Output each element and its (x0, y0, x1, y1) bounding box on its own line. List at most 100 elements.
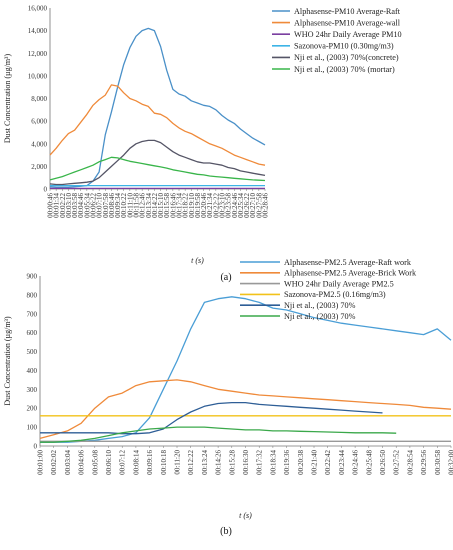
x-tick-label: 00:02:22 (59, 193, 67, 218)
x-tick-label: 00:15:58 (163, 193, 171, 218)
chart-panel-a: 0 2,000 4,000 6,000 8,000 10,000 12,000 14,000 1… (3, 5, 402, 284)
x-tick-label: 00:27:10 (249, 193, 257, 218)
y-tick-label: 300 (27, 386, 38, 394)
series-line-1 (49, 27, 266, 188)
y-tick-label: 400 (27, 367, 38, 375)
y-tick-label: 12,000 (28, 50, 48, 58)
x-tick-label: 00:17:32 (256, 450, 264, 475)
series-line-2 (49, 84, 266, 166)
x-axis-label: t (s) (239, 511, 252, 520)
x-tick-label: 00:08:46 (108, 193, 116, 218)
legend-entry: Sazonova-PM2.5 (0.16mg/m3) (284, 290, 386, 299)
y-tick-label: 4,000 (31, 140, 47, 148)
x-tick-label: 00:22:22 (212, 193, 220, 218)
x-tick-label: 00:14:26 (215, 450, 223, 475)
x-tick-label: 00:05:08 (91, 450, 99, 475)
x-tick-label: 00:15:28 (228, 450, 236, 475)
x-tick-label: 00:03:58 (71, 193, 79, 218)
series-line-1 (40, 296, 452, 443)
y-tick-label: 600 (27, 329, 38, 337)
x-tick-label: 00:18:22 (182, 193, 190, 218)
x-tick-label: 00:28:54 (406, 450, 414, 475)
x-tick-label: 00:23:44 (338, 450, 346, 475)
x-tick-label: 00:22:42 (324, 450, 332, 475)
x-tick-label: 00:09:16 (146, 450, 154, 475)
legend-entry: WHO 24hr Daily Average PM2.5 (284, 279, 394, 288)
x-axis-label: t (s) (191, 256, 204, 265)
x-tick-label: 00:11:58 (133, 193, 141, 218)
panel-label: (a) (220, 272, 231, 283)
y-tick-label: 6,000 (31, 118, 47, 126)
x-tick-label: 00:01:34 (53, 193, 61, 218)
x-tick-label: 00:13:24 (201, 450, 209, 475)
y-tick-label: 10,000 (28, 72, 48, 80)
x-tick-label: 00:10:22 (120, 193, 128, 218)
x-tick-label: 00:11:20 (174, 450, 182, 475)
x-tick-label: 00:30:58 (434, 450, 442, 475)
x-tick-label: 00:20:46 (200, 193, 208, 218)
legend-entry: Alphasense-PM10 Average-Raft (294, 7, 401, 16)
x-tick-label: 00:27:52 (393, 450, 401, 475)
x-tick-label: 00:27:58 (255, 193, 263, 218)
x-tick-label: 00:15:10 (157, 193, 165, 218)
x-tick-label: 00:09:34 (114, 193, 122, 218)
legend-entry: Alphasense-PM2.5 Average-Raft work (284, 258, 412, 267)
x-tick-label: 00:10:18 (160, 450, 168, 475)
legend-entry: Alphasense-PM2.5 Average-Brick Work (284, 269, 417, 278)
legend-entry: WHO 24hr Daily Average PM10 (294, 30, 402, 39)
x-tick-label: 00:05:34 (83, 193, 91, 218)
x-tick-label: 00:13:34 (145, 193, 153, 218)
x-tick-label: 00:07:12 (119, 450, 127, 475)
y-tick-label: 0 (34, 443, 38, 451)
chart-panel-b: 0 100 200 300 400 500 600 700 800 900 00:01:00 00:0… (3, 258, 453, 537)
y-tick-label: 8,000 (31, 95, 47, 103)
x-tick-label: 00:20:38 (297, 450, 305, 475)
legend-entry: Nji et al., (2003) 70% (284, 312, 356, 321)
x-tick-label: 00:28:46 (262, 193, 270, 218)
x-tick-label: 00:08:14 (132, 450, 140, 475)
x-tick-label: 00:07:10 (96, 193, 104, 218)
x-tick-label: 00:19:10 (188, 193, 196, 218)
x-tick-label: 00:03:10 (65, 193, 73, 218)
y-tick-label: 2,000 (31, 163, 47, 171)
legend-entry: Sazonova-PM10 (0.30mg/m3) (294, 42, 394, 51)
x-tick-label: 00:11:10 (126, 193, 134, 218)
series-line-2 (39, 379, 452, 440)
x-tick-label: 00:26:50 (379, 450, 387, 475)
x-tick-label: 00:17:34 (176, 193, 184, 218)
series-line-6 (49, 156, 266, 182)
y-tick-label: 14,000 (28, 27, 48, 35)
x-tick-label: 00:12:46 (139, 193, 147, 218)
y-tick-label: 200 (27, 405, 38, 413)
series-line-5 (49, 139, 266, 186)
x-tick-label: 00:29:56 (420, 450, 428, 475)
legend-entry: Nji et al., (2003) 70% (mortar) (294, 65, 395, 74)
y-tick-label: 900 (27, 273, 38, 281)
x-tick-label: 00:19:36 (283, 450, 291, 475)
x-tick-label: 00:00:46 (47, 193, 55, 218)
x-tick-label: 00:16:46 (169, 193, 177, 218)
legend-entry: Nji et al., (2003) 70%(concrete) (294, 53, 399, 62)
legend-entry: Nji et al., (2003) 70% (284, 301, 356, 310)
x-tick-label: 00:21:34 (206, 193, 214, 218)
x-tick-label: 00:14:22 (151, 193, 159, 218)
x-tick-label: 00:07:58 (102, 193, 110, 218)
x-tick-label: 00:23:10 (219, 193, 227, 218)
y-tick-label: 16,000 (28, 5, 48, 13)
y-axis-label: Dust Concentration (µg/m³) (3, 54, 12, 144)
x-tick-label: 00:24:46 (231, 193, 239, 218)
x-tick-label: 00:23:58 (225, 193, 233, 218)
x-tick-label: 00:03:04 (64, 450, 72, 475)
x-tick-label: 00:06:22 (90, 193, 98, 218)
x-tick-label: 00:02:02 (50, 450, 58, 475)
x-tick-label: 00:18:34 (269, 450, 277, 475)
y-tick-label: 0 (44, 186, 48, 194)
y-tick-label: 800 (27, 291, 38, 299)
x-tick-label: 00:19:58 (194, 193, 202, 218)
series-line-6 (40, 426, 397, 443)
x-tick-label: 00:32:00 (448, 450, 453, 475)
y-axis-label: Dust Concentration (µg/m³) (3, 316, 12, 406)
x-tick-label: 00:25:34 (237, 193, 245, 218)
y-tick-label: 700 (27, 310, 38, 318)
